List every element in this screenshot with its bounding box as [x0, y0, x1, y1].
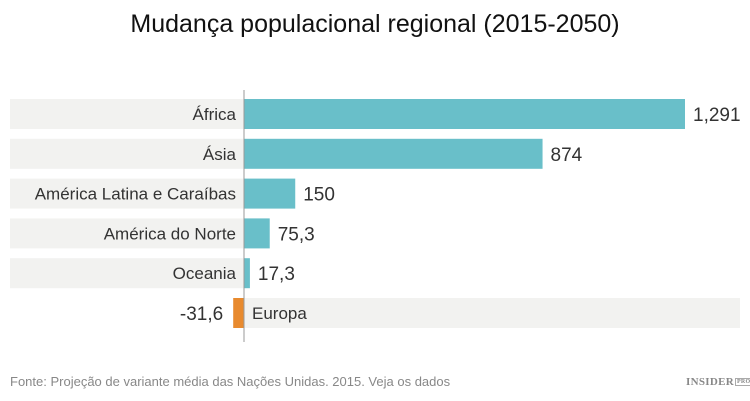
category-label: Europa — [252, 304, 307, 323]
row-background — [10, 138, 244, 169]
bar — [244, 218, 270, 249]
logo-text: INSIDER — [686, 376, 734, 388]
value-label: 1,291 — [693, 105, 741, 126]
source-note: Fonte: Projeção de variante média das Na… — [10, 374, 451, 389]
category-label: Ásia — [203, 145, 237, 164]
bar — [244, 99, 685, 129]
bar — [244, 258, 250, 289]
category-label: América do Norte — [104, 224, 236, 243]
value-label: -31,6 — [180, 304, 223, 325]
row-background — [10, 218, 244, 249]
value-label: 17,3 — [258, 264, 295, 285]
row-background — [10, 178, 244, 209]
value-label: 75,3 — [278, 224, 315, 245]
category-label: África — [193, 105, 237, 124]
bar — [233, 298, 244, 328]
value-label: 150 — [303, 185, 335, 206]
bar — [244, 138, 543, 169]
logo-badge: PRO — [734, 378, 750, 387]
category-label: Oceania — [173, 264, 237, 283]
row-background — [10, 258, 244, 289]
row-background — [10, 99, 244, 129]
category-label: América Latina e Caraíbas — [35, 185, 236, 204]
chart-title: Mudança populacional regional (2015-2050… — [130, 10, 620, 38]
insider-pro-logo: INSIDER PRO — [686, 376, 750, 388]
row-background — [244, 298, 740, 328]
bar — [244, 178, 296, 209]
value-label: 874 — [551, 145, 583, 166]
